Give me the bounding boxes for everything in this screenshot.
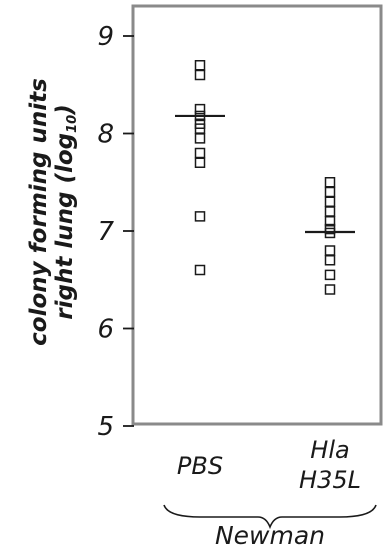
data-point	[324, 186, 336, 198]
group-brace	[163, 504, 377, 530]
data-point	[324, 196, 336, 207]
y-tick-label: 6	[97, 315, 114, 345]
data-point	[194, 103, 206, 115]
data-point	[324, 255, 336, 266]
data-point	[324, 269, 336, 281]
plot-frame	[131, 4, 383, 426]
data-point	[324, 216, 336, 227]
category-label: PBS	[177, 452, 223, 480]
data-point	[194, 147, 206, 159]
category-label: Hla	[310, 436, 349, 464]
data-points	[175, 60, 355, 295]
data-point	[194, 157, 206, 168]
y-axis-ticks: 5 6 7 8 9	[97, 22, 134, 442]
y-tick-label: 8	[97, 120, 114, 150]
data-point	[194, 133, 206, 144]
data-point	[324, 245, 336, 256]
data-point	[194, 60, 206, 71]
y-tick-label: 5	[97, 412, 114, 442]
data-point	[194, 264, 206, 276]
y-tick-label: 9	[97, 22, 114, 52]
group-label: Newman	[215, 521, 325, 546]
data-point	[324, 284, 336, 295]
data-point	[324, 206, 336, 217]
y-axis-label: colony forming units right lung (log10)	[26, 78, 80, 346]
data-point	[194, 211, 206, 222]
data-point	[324, 177, 336, 188]
y-tick-label: 7	[97, 217, 114, 247]
data-point	[194, 69, 206, 81]
y-axis-label-line1: colony forming units	[26, 78, 52, 346]
y-axis-label-line2: right lung (log10)	[52, 104, 80, 319]
category-label: H35L	[299, 466, 361, 494]
